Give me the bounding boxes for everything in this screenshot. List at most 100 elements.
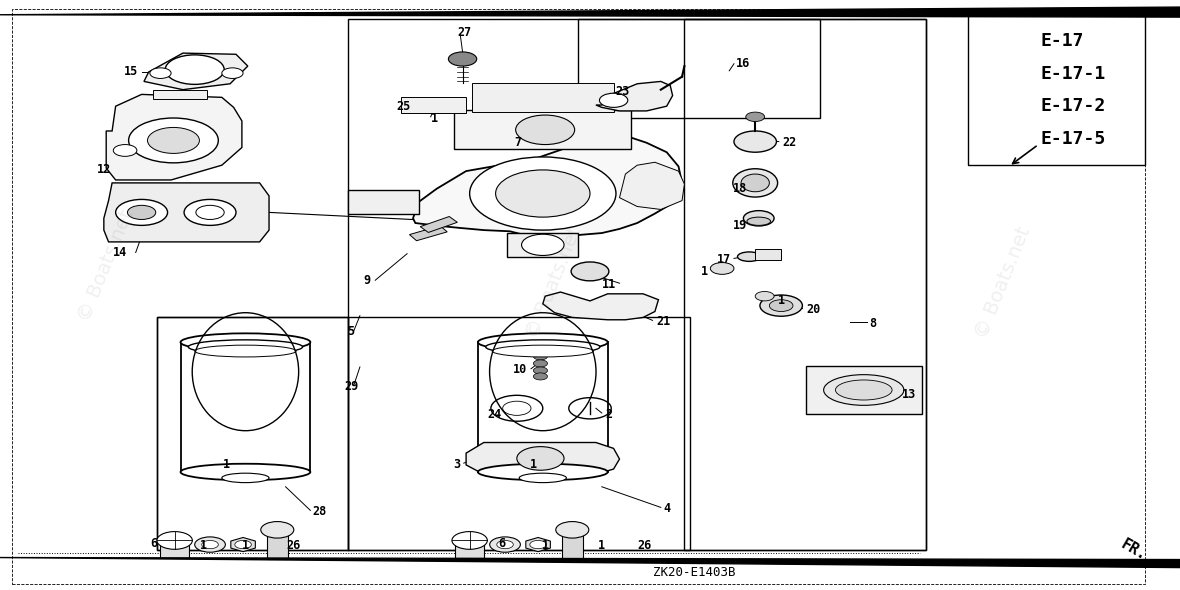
Text: 14: 14 <box>113 246 127 259</box>
Polygon shape <box>466 442 620 474</box>
Circle shape <box>195 537 225 552</box>
Bar <box>562 533 583 559</box>
Polygon shape <box>231 537 255 552</box>
Polygon shape <box>526 537 550 552</box>
Text: 1: 1 <box>242 539 249 552</box>
Ellipse shape <box>733 169 778 197</box>
Bar <box>420 217 458 232</box>
Circle shape <box>184 199 236 225</box>
Text: 11: 11 <box>602 278 616 291</box>
Polygon shape <box>106 94 242 180</box>
Circle shape <box>503 401 531 415</box>
Circle shape <box>599 93 628 107</box>
Text: 10: 10 <box>513 363 527 376</box>
Ellipse shape <box>189 340 302 354</box>
Text: 1: 1 <box>542 539 549 552</box>
Ellipse shape <box>835 380 892 400</box>
Ellipse shape <box>747 217 771 225</box>
Text: 22: 22 <box>782 136 796 149</box>
Text: 27: 27 <box>458 26 472 39</box>
Text: © Boats.net: © Boats.net <box>972 224 1034 342</box>
Bar <box>806 366 922 414</box>
Text: 5: 5 <box>347 325 354 338</box>
Text: 28: 28 <box>313 505 327 518</box>
Bar <box>157 317 348 550</box>
Circle shape <box>746 112 765 122</box>
Circle shape <box>769 300 793 312</box>
Ellipse shape <box>486 340 599 354</box>
Text: 1: 1 <box>701 265 708 278</box>
Bar <box>455 540 484 558</box>
Ellipse shape <box>743 211 774 226</box>
Circle shape <box>530 540 546 549</box>
Text: 19: 19 <box>733 219 747 232</box>
Ellipse shape <box>195 345 296 357</box>
Ellipse shape <box>181 333 310 351</box>
Circle shape <box>157 532 192 549</box>
Text: 23: 23 <box>616 85 630 98</box>
Text: E-17: E-17 <box>1041 32 1084 50</box>
Polygon shape <box>144 53 248 90</box>
Text: 6: 6 <box>150 537 157 550</box>
Text: 9: 9 <box>363 274 371 287</box>
Circle shape <box>497 540 513 549</box>
Circle shape <box>116 199 168 225</box>
Text: 21: 21 <box>656 315 670 328</box>
Bar <box>755 249 781 260</box>
Circle shape <box>755 291 774 301</box>
Polygon shape <box>968 12 1145 165</box>
Ellipse shape <box>478 464 608 480</box>
Text: 15: 15 <box>124 65 138 78</box>
Text: E-17-1: E-17-1 <box>1041 65 1106 83</box>
Text: 1: 1 <box>778 294 785 307</box>
Bar <box>157 317 690 550</box>
Bar <box>578 19 820 118</box>
Circle shape <box>760 295 802 316</box>
Circle shape <box>516 115 575 145</box>
Circle shape <box>734 131 776 152</box>
Bar <box>267 533 288 559</box>
Ellipse shape <box>478 333 608 351</box>
Circle shape <box>448 52 477 66</box>
Circle shape <box>222 68 243 78</box>
Circle shape <box>127 205 156 219</box>
Text: 13: 13 <box>902 388 916 401</box>
Text: 25: 25 <box>396 100 411 113</box>
Bar <box>684 19 926 550</box>
Circle shape <box>533 367 548 374</box>
Text: 18: 18 <box>733 182 747 195</box>
Ellipse shape <box>741 174 769 192</box>
Circle shape <box>556 522 589 538</box>
Text: 20: 20 <box>806 303 820 316</box>
Text: 26: 26 <box>637 539 651 552</box>
Bar <box>401 97 466 113</box>
Text: 8: 8 <box>870 317 877 330</box>
Polygon shape <box>413 136 682 237</box>
Text: 6: 6 <box>498 537 505 550</box>
Ellipse shape <box>222 473 269 483</box>
Circle shape <box>533 346 548 353</box>
Circle shape <box>150 68 171 78</box>
Text: 7: 7 <box>514 136 522 149</box>
Text: ZK20-E1403B: ZK20-E1403B <box>653 566 735 579</box>
Text: 29: 29 <box>345 380 359 393</box>
Text: 1: 1 <box>598 539 605 552</box>
Text: FR.: FR. <box>1119 536 1149 563</box>
Text: 16: 16 <box>736 57 750 70</box>
Bar <box>507 233 578 257</box>
Ellipse shape <box>738 252 761 261</box>
Circle shape <box>710 263 734 274</box>
Circle shape <box>533 373 548 380</box>
Text: 1: 1 <box>199 539 206 552</box>
Polygon shape <box>596 81 673 111</box>
Circle shape <box>533 353 548 360</box>
Circle shape <box>261 522 294 538</box>
Circle shape <box>148 127 199 153</box>
Ellipse shape <box>824 375 904 405</box>
Bar <box>153 90 206 99</box>
Text: 24: 24 <box>487 408 502 421</box>
Text: 1: 1 <box>223 458 230 471</box>
Bar <box>472 83 614 112</box>
Bar <box>409 226 447 241</box>
Bar <box>454 110 631 149</box>
